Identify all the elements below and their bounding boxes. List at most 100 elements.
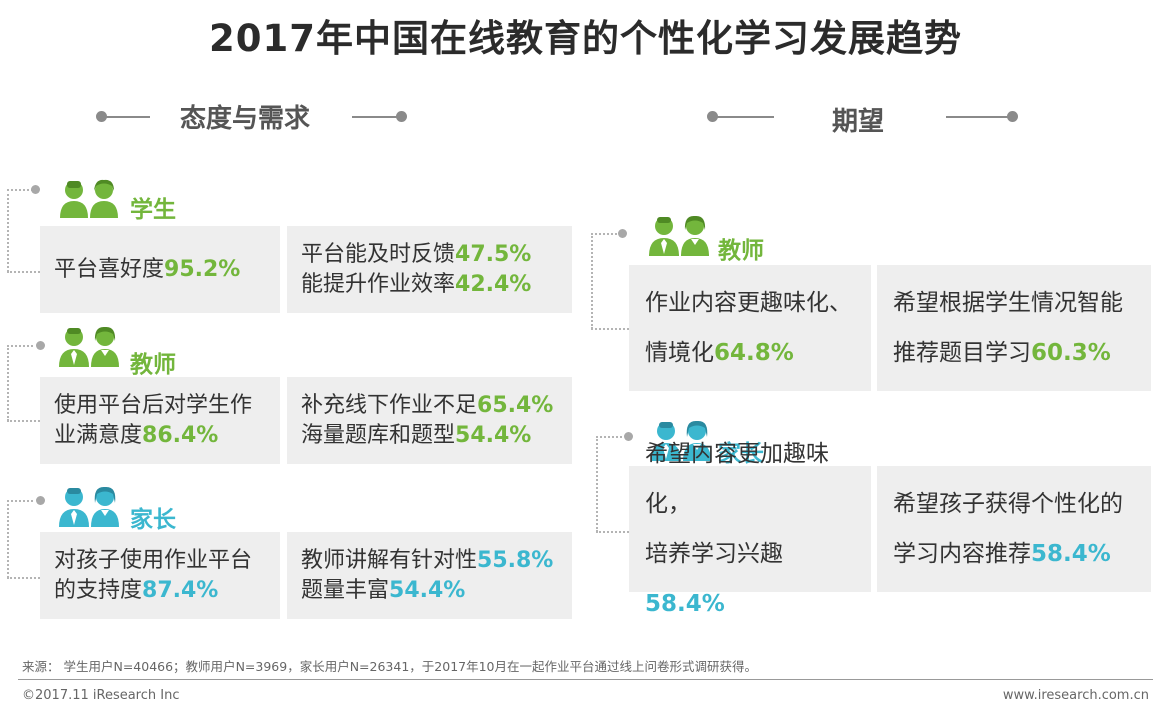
- stat-text: 平台能及时反馈: [301, 241, 456, 267]
- stat-percent: 86.4%: [142, 422, 219, 448]
- group-label-parents: 家长: [130, 507, 176, 533]
- group-bracket-tail: [7, 577, 40, 579]
- bracket-dot: [36, 341, 45, 350]
- group-label-teachers: 教师: [130, 352, 176, 378]
- group-bracket: [596, 436, 622, 532]
- stat-line: 业满意度86.4%: [54, 421, 266, 451]
- bracket-dot: [36, 496, 45, 505]
- stat-text: 海量题库和题型: [301, 422, 456, 448]
- header-dot-left: [96, 111, 107, 122]
- stat-text: 补充线下作业不足: [301, 392, 478, 418]
- two-parents-icon: [650, 419, 714, 461]
- stat-line: 教师讲解有针对性55.8%: [301, 546, 558, 576]
- stat-percent: 87.4%: [142, 577, 219, 603]
- group-bracket-tail: [596, 531, 629, 533]
- stat-text: 培养学习兴趣: [645, 541, 783, 567]
- bracket-dot: [624, 432, 633, 441]
- stat-percent: 95.2%: [164, 256, 241, 282]
- stat-line: 平台喜好度95.2%: [54, 255, 266, 285]
- website-link[interactable]: www.iresearch.com.cn: [1002, 688, 1149, 703]
- stat-card: 教师讲解有针对性55.8% 题量丰富54.4%: [287, 532, 572, 619]
- group-bracket-tail: [7, 271, 40, 273]
- stat-line: 作业内容更趣味化、: [645, 278, 855, 328]
- group-bracket-tail: [591, 328, 629, 330]
- stat-card: 使用平台后对学生作 业满意度86.4%: [40, 377, 280, 464]
- stat-line: 使用平台后对学生作: [54, 391, 266, 421]
- footer-divider: [18, 679, 1153, 680]
- stat-line: 希望内容更加趣味化，: [645, 429, 855, 529]
- stat-text: 使用平台后对学生作: [54, 392, 253, 418]
- stat-text: 希望内容更加趣味化，: [645, 441, 829, 517]
- stat-line: 推荐题目学习60.3%: [893, 328, 1135, 378]
- stat-text: 学习内容推荐: [893, 541, 1031, 567]
- bracket-dot: [31, 185, 40, 194]
- header-dot-left: [707, 111, 718, 122]
- stat-text: 推荐题目学习: [893, 340, 1031, 366]
- group-label-students: 学生: [130, 197, 176, 223]
- group-bracket-tail: [7, 420, 40, 422]
- section-heading-expectation: 期望: [832, 107, 885, 137]
- stat-text: 题量丰富: [301, 577, 390, 603]
- stat-text: 教师讲解有针对性: [301, 547, 478, 573]
- stat-line: 补充线下作业不足65.4%: [301, 391, 558, 421]
- source-note: 来源： 学生用户N=40466；教师用户N=3969，家长用户N=26341，于…: [22, 659, 758, 674]
- stat-percent: 47.5%: [455, 241, 532, 267]
- page-title: 2017年中国在线教育的个性化学习发展趋势: [209, 17, 962, 60]
- stat-percent: 65.4%: [477, 392, 554, 418]
- stat-line: 的支持度87.4%: [54, 576, 266, 606]
- group-bracket: [7, 189, 33, 272]
- stat-text: 情境化: [645, 340, 714, 366]
- header-line-left: [106, 116, 150, 118]
- two-teachers-icon: [58, 325, 122, 367]
- stat-line: 希望根据学生情况智能: [893, 278, 1135, 328]
- stat-card: 补充线下作业不足65.4% 海量题库和题型54.4%: [287, 377, 572, 464]
- two-teachers-icon: [648, 214, 712, 256]
- group-bracket: [7, 500, 33, 578]
- header-dot-right: [396, 111, 407, 122]
- group-label-teachers: 教师: [718, 238, 764, 264]
- copyright: ©2017.11 iResearch Inc: [22, 688, 180, 703]
- stat-percent: 55.8%: [477, 547, 554, 573]
- stat-line: 海量题库和题型54.4%: [301, 421, 558, 451]
- stat-card: 平台喜好度95.2%: [40, 226, 280, 313]
- stat-card: 希望内容更加趣味化， 培养学习兴趣 58.4%: [629, 441, 871, 617]
- stat-line: 希望孩子获得个性化的: [893, 479, 1135, 529]
- stat-line: 情境化64.8%: [645, 328, 855, 378]
- header-line-left: [716, 116, 774, 118]
- stat-line: 培养学习兴趣 58.4%: [645, 529, 855, 629]
- stat-text: 作业内容更趣味化、: [645, 290, 852, 316]
- stat-card: 平台能及时反馈47.5% 能提升作业效率42.4%: [287, 226, 572, 313]
- stat-text: 平台喜好度: [54, 256, 165, 282]
- two-students-icon: [58, 178, 122, 218]
- stat-percent: 54.4%: [455, 422, 532, 448]
- stat-percent: 60.3%: [1031, 340, 1111, 366]
- stat-text: 对孩子使用作业平台: [54, 547, 253, 573]
- stat-text: 希望根据学生情况智能: [893, 290, 1123, 316]
- stat-card: 作业内容更趣味化、 情境化64.8%: [629, 265, 871, 391]
- stat-text: 业满意度: [54, 422, 143, 448]
- stat-percent: 42.4%: [455, 271, 532, 297]
- stat-percent: 58.4%: [1031, 541, 1111, 567]
- stat-card: 希望孩子获得个性化的 学习内容推荐58.4%: [877, 466, 1151, 592]
- stat-line: 对孩子使用作业平台: [54, 546, 266, 576]
- stat-percent: 64.8%: [714, 340, 794, 366]
- two-parents-icon: [58, 485, 122, 527]
- stat-text: 能提升作业效率: [301, 271, 456, 297]
- stat-text: 的支持度: [54, 577, 143, 603]
- group-label-parents: 家长: [718, 441, 764, 467]
- stat-card: 希望根据学生情况智能 推荐题目学习60.3%: [877, 265, 1151, 391]
- stat-percent: 54.4%: [389, 577, 466, 603]
- stat-line: 平台能及时反馈47.5%: [301, 240, 558, 270]
- stat-text: 希望孩子获得个性化的: [893, 491, 1123, 517]
- stat-line: 学习内容推荐58.4%: [893, 529, 1135, 579]
- header-line-right: [352, 116, 398, 118]
- stat-line: 能提升作业效率42.4%: [301, 270, 558, 300]
- bracket-dot: [618, 229, 627, 238]
- stat-line: 题量丰富54.4%: [301, 576, 558, 606]
- group-bracket: [7, 345, 33, 421]
- stat-percent: 58.4%: [645, 591, 725, 617]
- stat-card: 对孩子使用作业平台 的支持度87.4%: [40, 532, 280, 619]
- header-dot-right: [1007, 111, 1018, 122]
- section-heading-attitude: 态度与需求: [180, 104, 311, 134]
- group-bracket: [591, 233, 617, 329]
